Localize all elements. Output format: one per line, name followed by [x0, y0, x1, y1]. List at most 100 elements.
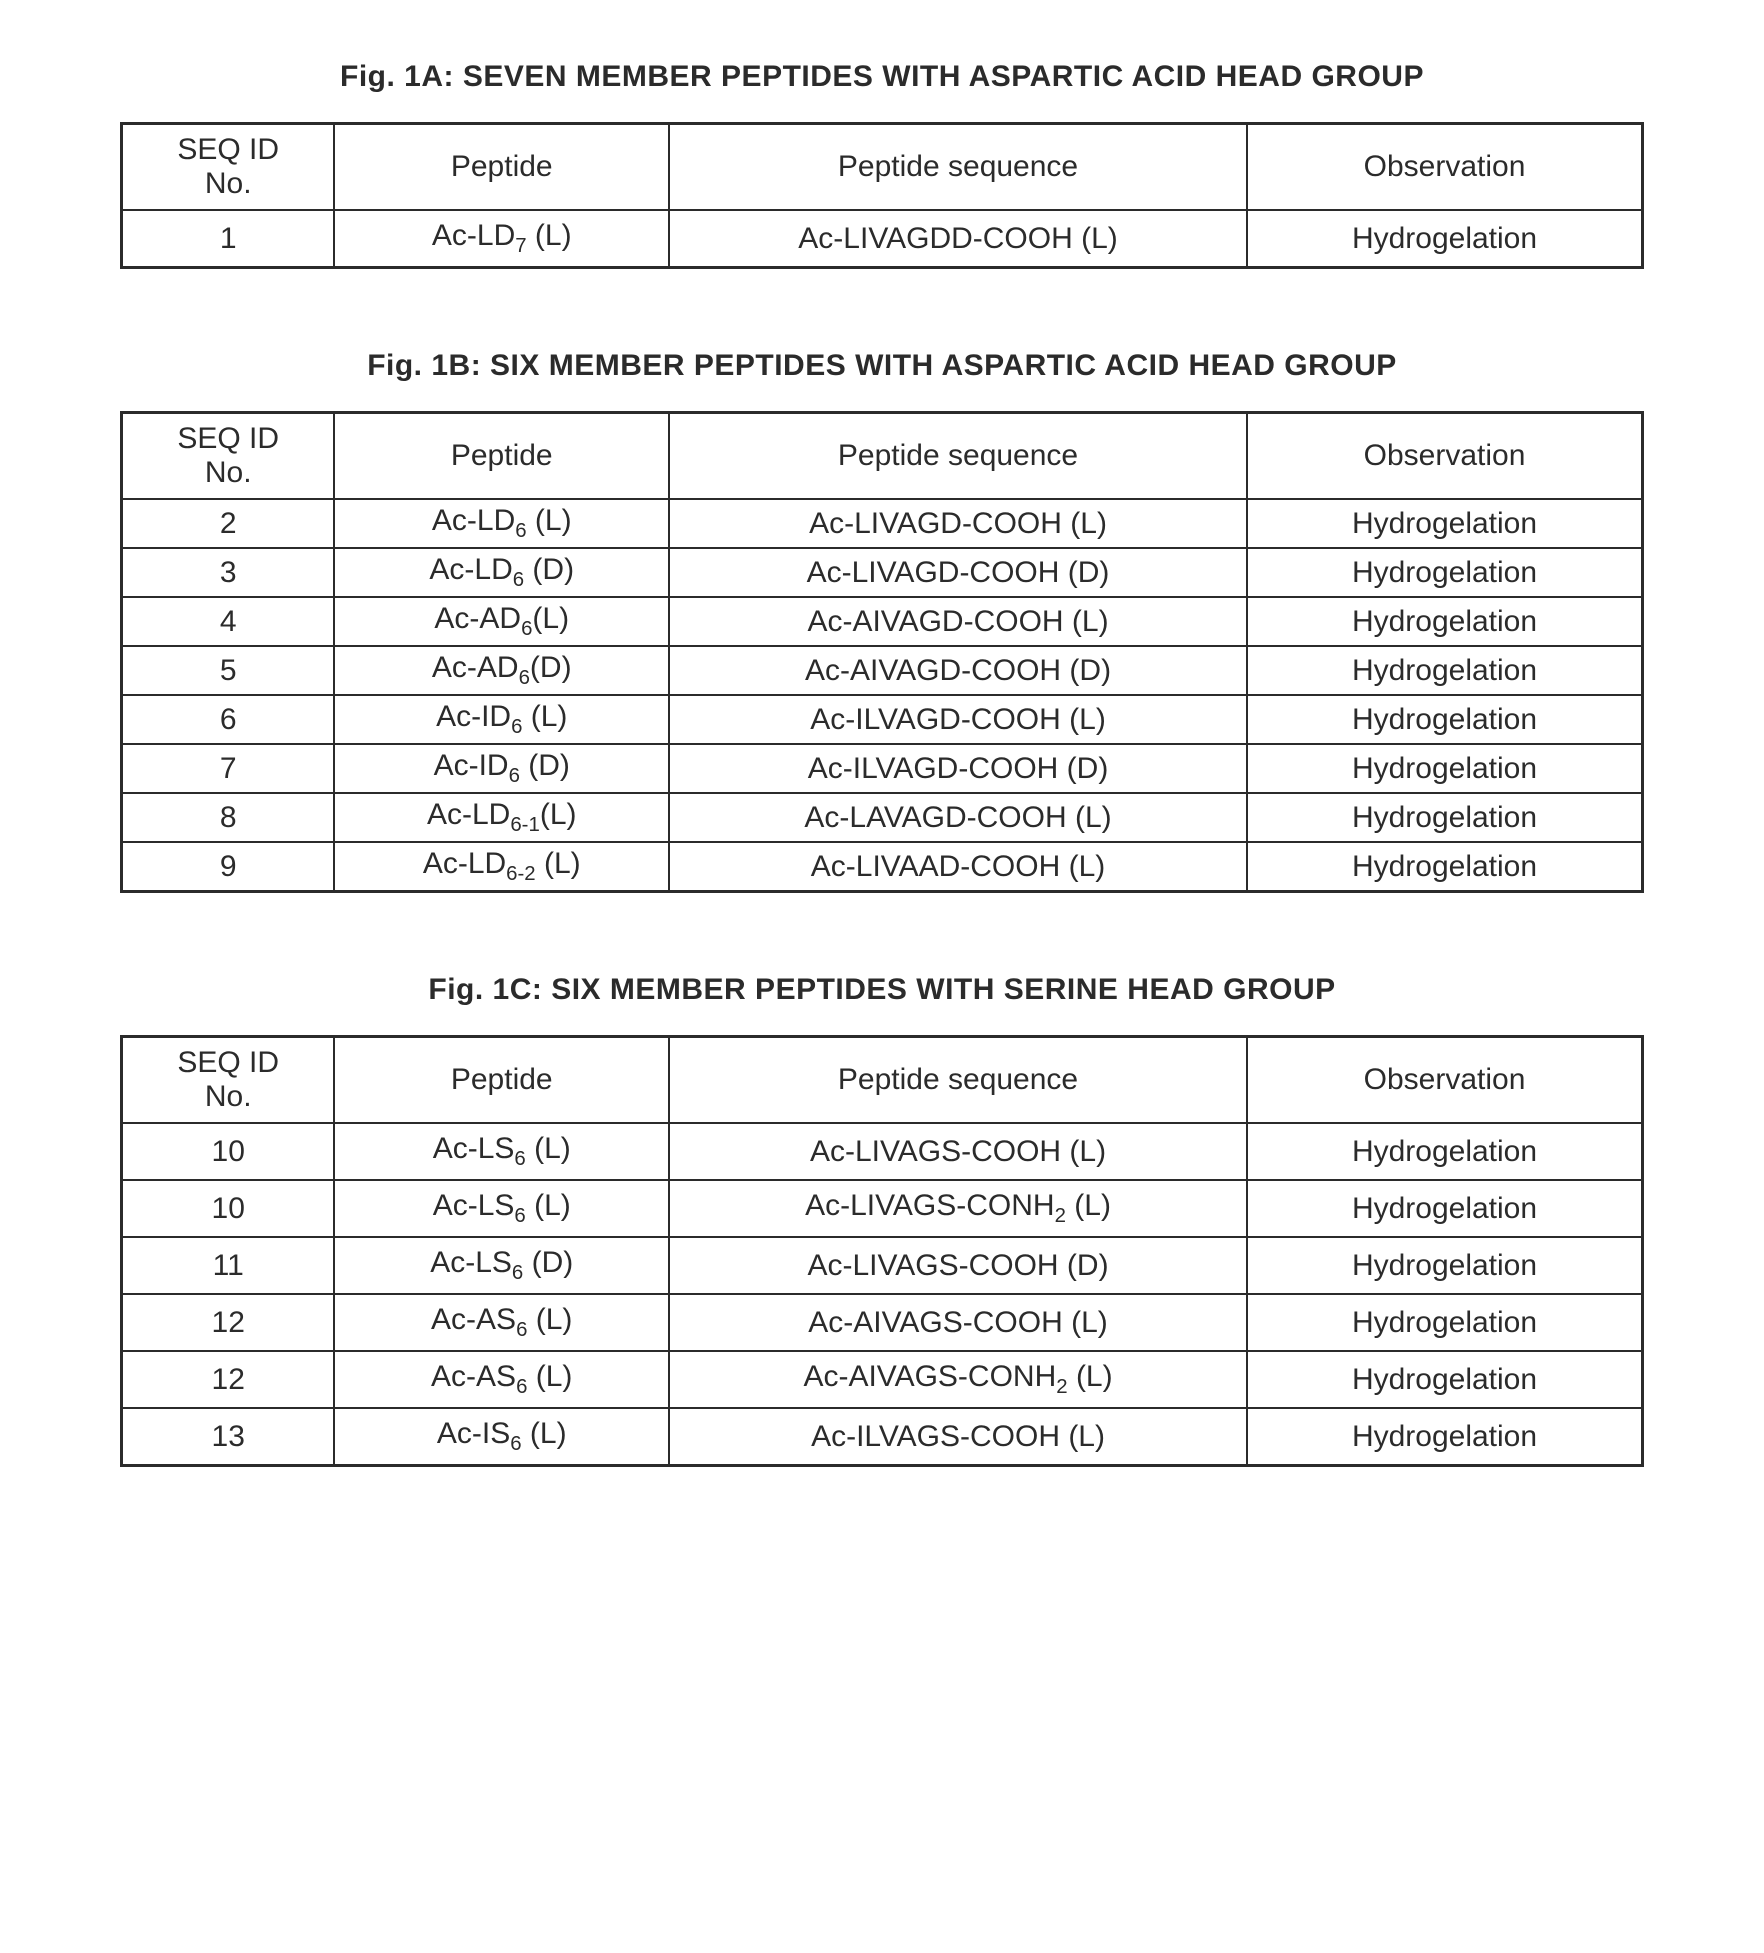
- cell-sequence: Ac-LIVAGDD-COOH (L): [669, 210, 1247, 268]
- cell-seq-id: 11: [122, 1237, 335, 1294]
- column-header: SEQ IDNo.: [122, 124, 335, 211]
- cell-peptide: Ac-LD6-2 (L): [334, 842, 669, 892]
- cell-peptide: Ac-LS6 (D): [334, 1237, 669, 1294]
- column-header: Observation: [1247, 1037, 1642, 1124]
- cell-observation: Hydrogelation: [1247, 597, 1642, 646]
- figure-block: Fig. 1B: SIX MEMBER PEPTIDES WITH ASPART…: [120, 349, 1644, 893]
- table-header-row: SEQ IDNo.PeptidePeptide sequenceObservat…: [122, 413, 1643, 500]
- table-row: 2Ac-LD6 (L)Ac-LIVAGD-COOH (L)Hydrogelati…: [122, 499, 1643, 548]
- table-row: 3Ac-LD6 (D)Ac-LIVAGD-COOH (D)Hydrogelati…: [122, 548, 1643, 597]
- table-row: 13Ac-IS6 (L)Ac-ILVAGS-COOH (L)Hydrogelat…: [122, 1408, 1643, 1466]
- table-row: 1Ac-LD7 (L)Ac-LIVAGDD-COOH (L)Hydrogelat…: [122, 210, 1643, 268]
- figure-block: Fig. 1A: SEVEN MEMBER PEPTIDES WITH ASPA…: [120, 60, 1644, 269]
- cell-sequence: Ac-LIVAGS-COOH (D): [669, 1237, 1247, 1294]
- cell-observation: Hydrogelation: [1247, 1294, 1642, 1351]
- cell-observation: Hydrogelation: [1247, 695, 1642, 744]
- table-row: 11Ac-LS6 (D)Ac-LIVAGS-COOH (D)Hydrogelat…: [122, 1237, 1643, 1294]
- cell-peptide: Ac-LS6 (L): [334, 1180, 669, 1237]
- column-header: Peptide: [334, 1037, 669, 1124]
- cell-observation: Hydrogelation: [1247, 744, 1642, 793]
- peptide-table: SEQ IDNo.PeptidePeptide sequenceObservat…: [120, 122, 1644, 269]
- peptide-table: SEQ IDNo.PeptidePeptide sequenceObservat…: [120, 411, 1644, 893]
- document-root: Fig. 1A: SEVEN MEMBER PEPTIDES WITH ASPA…: [120, 60, 1644, 1467]
- cell-sequence: Ac-AIVAGS-CONH2 (L): [669, 1351, 1247, 1408]
- table-row: 8Ac-LD6-1(L)Ac-LAVAGD-COOH (L)Hydrogelat…: [122, 793, 1643, 842]
- figure-title: Fig. 1B: SIX MEMBER PEPTIDES WITH ASPART…: [120, 349, 1644, 383]
- table-header-row: SEQ IDNo.PeptidePeptide sequenceObservat…: [122, 1037, 1643, 1124]
- cell-peptide: Ac-AS6 (L): [334, 1294, 669, 1351]
- cell-seq-id: 8: [122, 793, 335, 842]
- column-header: Peptide: [334, 413, 669, 500]
- column-header: Peptide sequence: [669, 124, 1247, 211]
- cell-observation: Hydrogelation: [1247, 1408, 1642, 1466]
- cell-observation: Hydrogelation: [1247, 842, 1642, 892]
- cell-sequence: Ac-LIVAGS-CONH2 (L): [669, 1180, 1247, 1237]
- cell-seq-id: 13: [122, 1408, 335, 1466]
- cell-seq-id: 12: [122, 1294, 335, 1351]
- column-header: Observation: [1247, 413, 1642, 500]
- table-row: 10Ac-LS6 (L)Ac-LIVAGS-CONH2 (L)Hydrogela…: [122, 1180, 1643, 1237]
- figure-title: Fig. 1A: SEVEN MEMBER PEPTIDES WITH ASPA…: [120, 60, 1644, 94]
- cell-observation: Hydrogelation: [1247, 210, 1642, 268]
- cell-peptide: Ac-LS6 (L): [334, 1123, 669, 1180]
- figure-block: Fig. 1C: SIX MEMBER PEPTIDES WITH SERINE…: [120, 973, 1644, 1467]
- table-row: 6Ac-ID6 (L)Ac-ILVAGD-COOH (L)Hydrogelati…: [122, 695, 1643, 744]
- cell-peptide: Ac-AS6 (L): [334, 1351, 669, 1408]
- cell-peptide: Ac-AD6(D): [334, 646, 669, 695]
- cell-peptide: Ac-AD6(L): [334, 597, 669, 646]
- cell-observation: Hydrogelation: [1247, 499, 1642, 548]
- peptide-table: SEQ IDNo.PeptidePeptide sequenceObservat…: [120, 1035, 1644, 1467]
- cell-seq-id: 6: [122, 695, 335, 744]
- cell-observation: Hydrogelation: [1247, 1237, 1642, 1294]
- table-row: 5Ac-AD6(D)Ac-AIVAGD-COOH (D)Hydrogelatio…: [122, 646, 1643, 695]
- cell-observation: Hydrogelation: [1247, 793, 1642, 842]
- cell-peptide: Ac-LD6-1(L): [334, 793, 669, 842]
- column-header: Peptide sequence: [669, 1037, 1247, 1124]
- cell-seq-id: 4: [122, 597, 335, 646]
- cell-observation: Hydrogelation: [1247, 1180, 1642, 1237]
- cell-sequence: Ac-AIVAGS-COOH (L): [669, 1294, 1247, 1351]
- cell-peptide: Ac-LD7 (L): [334, 210, 669, 268]
- cell-seq-id: 5: [122, 646, 335, 695]
- cell-seq-id: 12: [122, 1351, 335, 1408]
- cell-observation: Hydrogelation: [1247, 548, 1642, 597]
- column-header: SEQ IDNo.: [122, 1037, 335, 1124]
- cell-sequence: Ac-AIVAGD-COOH (L): [669, 597, 1247, 646]
- cell-sequence: Ac-AIVAGD-COOH (D): [669, 646, 1247, 695]
- table-row: 7Ac-ID6 (D)Ac-ILVAGD-COOH (D)Hydrogelati…: [122, 744, 1643, 793]
- cell-seq-id: 2: [122, 499, 335, 548]
- cell-sequence: Ac-LIVAGD-COOH (L): [669, 499, 1247, 548]
- cell-peptide: Ac-LD6 (D): [334, 548, 669, 597]
- table-row: 12Ac-AS6 (L)Ac-AIVAGS-COOH (L)Hydrogelat…: [122, 1294, 1643, 1351]
- column-header: SEQ IDNo.: [122, 413, 335, 500]
- table-header-row: SEQ IDNo.PeptidePeptide sequenceObservat…: [122, 124, 1643, 211]
- figure-title: Fig. 1C: SIX MEMBER PEPTIDES WITH SERINE…: [120, 973, 1644, 1007]
- table-row: 4Ac-AD6(L)Ac-AIVAGD-COOH (L)Hydrogelatio…: [122, 597, 1643, 646]
- cell-peptide: Ac-ID6 (D): [334, 744, 669, 793]
- column-header: Peptide sequence: [669, 413, 1247, 500]
- cell-peptide: Ac-IS6 (L): [334, 1408, 669, 1466]
- cell-observation: Hydrogelation: [1247, 646, 1642, 695]
- cell-seq-id: 10: [122, 1180, 335, 1237]
- cell-peptide: Ac-LD6 (L): [334, 499, 669, 548]
- cell-sequence: Ac-LIVAGS-COOH (L): [669, 1123, 1247, 1180]
- cell-peptide: Ac-ID6 (L): [334, 695, 669, 744]
- column-header: Observation: [1247, 124, 1642, 211]
- cell-observation: Hydrogelation: [1247, 1351, 1642, 1408]
- column-header: Peptide: [334, 124, 669, 211]
- cell-observation: Hydrogelation: [1247, 1123, 1642, 1180]
- cell-seq-id: 7: [122, 744, 335, 793]
- cell-sequence: Ac-ILVAGS-COOH (L): [669, 1408, 1247, 1466]
- cell-seq-id: 1: [122, 210, 335, 268]
- cell-seq-id: 3: [122, 548, 335, 597]
- table-row: 12Ac-AS6 (L)Ac-AIVAGS-CONH2 (L)Hydrogela…: [122, 1351, 1643, 1408]
- cell-sequence: Ac-LIVAGD-COOH (D): [669, 548, 1247, 597]
- table-row: 9Ac-LD6-2 (L)Ac-LIVAAD-COOH (L)Hydrogela…: [122, 842, 1643, 892]
- cell-sequence: Ac-ILVAGD-COOH (D): [669, 744, 1247, 793]
- table-row: 10Ac-LS6 (L)Ac-LIVAGS-COOH (L)Hydrogelat…: [122, 1123, 1643, 1180]
- cell-seq-id: 9: [122, 842, 335, 892]
- cell-seq-id: 10: [122, 1123, 335, 1180]
- cell-sequence: Ac-LIVAAD-COOH (L): [669, 842, 1247, 892]
- cell-sequence: Ac-ILVAGD-COOH (L): [669, 695, 1247, 744]
- cell-sequence: Ac-LAVAGD-COOH (L): [669, 793, 1247, 842]
